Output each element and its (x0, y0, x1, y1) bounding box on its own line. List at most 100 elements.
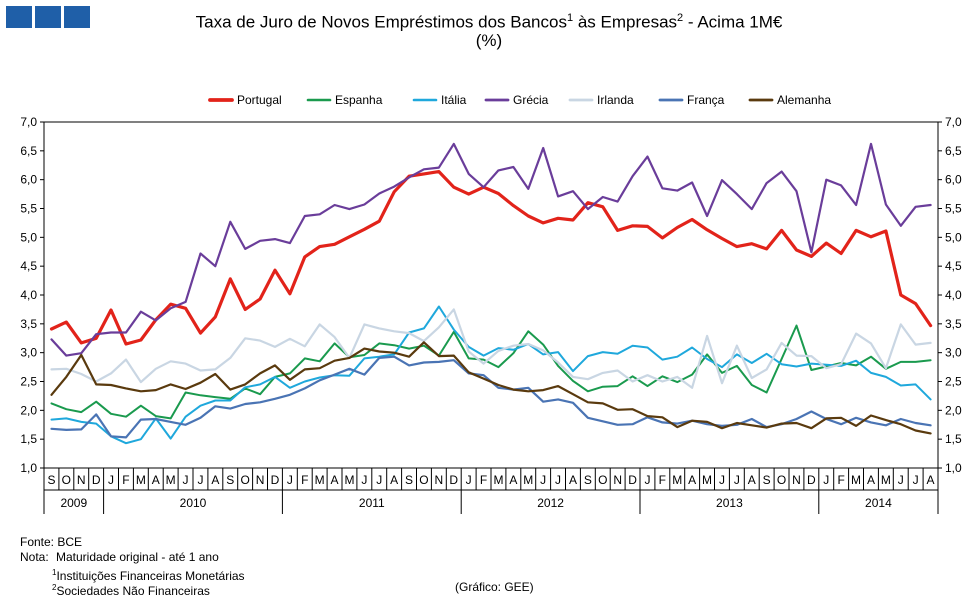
x-tick-label: J (183, 473, 189, 487)
year-label: 2014 (865, 496, 892, 510)
x-tick-label: J (361, 473, 367, 487)
y-tick-label-left: 1,5 (20, 432, 37, 446)
x-tick-label: A (569, 473, 577, 487)
chart-title: Taxa de Juro de Novos Empréstimos dos Ba… (195, 12, 783, 32)
x-tick-label: J (898, 473, 904, 487)
footer-source: Fonte: BCE (20, 535, 83, 549)
legend-label-portugal: Portugal (237, 93, 282, 107)
y-tick-label-right: 3,0 (945, 346, 962, 360)
y-tick-label-right: 2,5 (945, 375, 962, 389)
x-tick-label: M (315, 473, 325, 487)
x-tick-label: D (449, 473, 458, 487)
x-tick-label: F (301, 473, 308, 487)
y-tick-label-left: 2,0 (20, 403, 37, 417)
x-tick-label: M (702, 473, 712, 487)
x-tick-label: J (540, 473, 546, 487)
chart-subtitle: (%) (475, 31, 503, 50)
legend-label-espanha: Espanha (335, 93, 383, 107)
x-tick-label: O (777, 473, 786, 487)
x-tick-label: O (240, 473, 249, 487)
y-tick-label-left: 6,5 (20, 144, 37, 158)
series-line-espanha (50, 324, 932, 420)
y-tick-label-left: 5,0 (20, 230, 37, 244)
x-tick-label: M (881, 473, 891, 487)
series-line-italia (50, 305, 932, 445)
x-tick-label: A (748, 473, 756, 487)
x-tick-label: J (197, 473, 203, 487)
x-tick-label: M (344, 473, 354, 487)
footer-credit: (Gráfico: GEE) (455, 580, 534, 594)
series-line-grecia (50, 142, 932, 357)
x-tick-label: A (152, 473, 160, 487)
x-tick-label: J (555, 473, 561, 487)
x-tick-label: N (435, 473, 444, 487)
x-tick-label: J (913, 473, 919, 487)
y-tick-label-left: 3,0 (20, 346, 37, 360)
gee-logo (6, 6, 90, 28)
legend: Portugal Espanha Itália Grécia Irlanda França… (208, 93, 831, 107)
y-tick-label-right: 4,5 (945, 259, 962, 273)
x-tick-label: S (47, 473, 55, 487)
x-tick-label: J (287, 473, 293, 487)
footer-note-label: Nota: (20, 550, 49, 564)
x-tick-label: A (390, 473, 398, 487)
y-tick-label-left: 5,5 (20, 202, 37, 216)
footer-note-text: Maturidade original - até 1 ano (56, 550, 219, 564)
y-tick-label-right: 1,0 (945, 461, 962, 475)
y-tick-label-left: 2,5 (20, 375, 37, 389)
x-tick-label: M (672, 473, 682, 487)
x-tick-label: N (256, 473, 265, 487)
chart-axes: 1,0 1,0 1,5 1,5 2,0 2,0 2,5 2,5 3,0 3,0 3,5 3,5 4,0 4… (20, 115, 962, 514)
y-tick-label-right: 1,5 (945, 432, 962, 446)
x-tick-label: F (837, 473, 844, 487)
y-tick-label-right: 4,0 (945, 288, 962, 302)
year-label: 2011 (359, 496, 385, 510)
y-tick-label-left: 3,5 (20, 317, 37, 331)
x-tick-label: O (62, 473, 71, 487)
x-tick-label: S (763, 473, 771, 487)
x-tick-label: D (92, 473, 101, 487)
y-tick-label-right: 2,0 (945, 403, 962, 417)
x-tick-label: F (659, 473, 666, 487)
legend-label-franca: França (687, 93, 725, 107)
series-line-alemanha (50, 341, 932, 435)
year-label: 2012 (537, 496, 564, 510)
x-tick-label: A (927, 473, 935, 487)
x-tick-label: M (166, 473, 176, 487)
y-tick-label-left: 4,0 (20, 288, 37, 302)
x-tick-label: J (108, 473, 114, 487)
y-tick-label-left: 7,0 (20, 115, 37, 129)
year-label: 2010 (180, 496, 207, 510)
x-tick-label: J (719, 473, 725, 487)
y-tick-label-right: 7,0 (945, 115, 962, 129)
x-tick-label: O (598, 473, 607, 487)
legend-label-italia: Itália (441, 93, 467, 107)
legend-label-irlanda: Irlanda (597, 93, 634, 107)
logo-block-1 (6, 6, 32, 28)
series-lines (49, 142, 933, 445)
x-tick-label: M (136, 473, 146, 487)
x-tick-label: N (77, 473, 86, 487)
x-tick-label: S (405, 473, 413, 487)
x-tick-label: A (688, 473, 696, 487)
x-tick-label: J (644, 473, 650, 487)
x-tick-label: A (509, 473, 517, 487)
x-tick-label: O (419, 473, 428, 487)
y-tick-label-right: 6,0 (945, 173, 962, 187)
y-tick-label-left: 6,0 (20, 173, 37, 187)
y-tick-label-left: 1,0 (20, 461, 37, 475)
y-tick-label-right: 6,5 (945, 144, 962, 158)
legend-label-grecia: Grécia (513, 93, 549, 107)
logo-block-2 (35, 6, 61, 28)
x-tick-label: J (734, 473, 740, 487)
x-tick-label: M (493, 473, 503, 487)
x-tick-label: A (211, 473, 219, 487)
year-label: 2009 (60, 496, 87, 510)
footer-note-2: 2Sociedades Não Financeiras (52, 583, 210, 598)
y-tick-label-right: 3,5 (945, 317, 962, 331)
x-tick-label: D (807, 473, 816, 487)
series-line-irlanda (50, 308, 932, 389)
y-tick-label-right: 5,0 (945, 230, 962, 244)
x-tick-label: M (851, 473, 861, 487)
x-tick-label: M (523, 473, 533, 487)
